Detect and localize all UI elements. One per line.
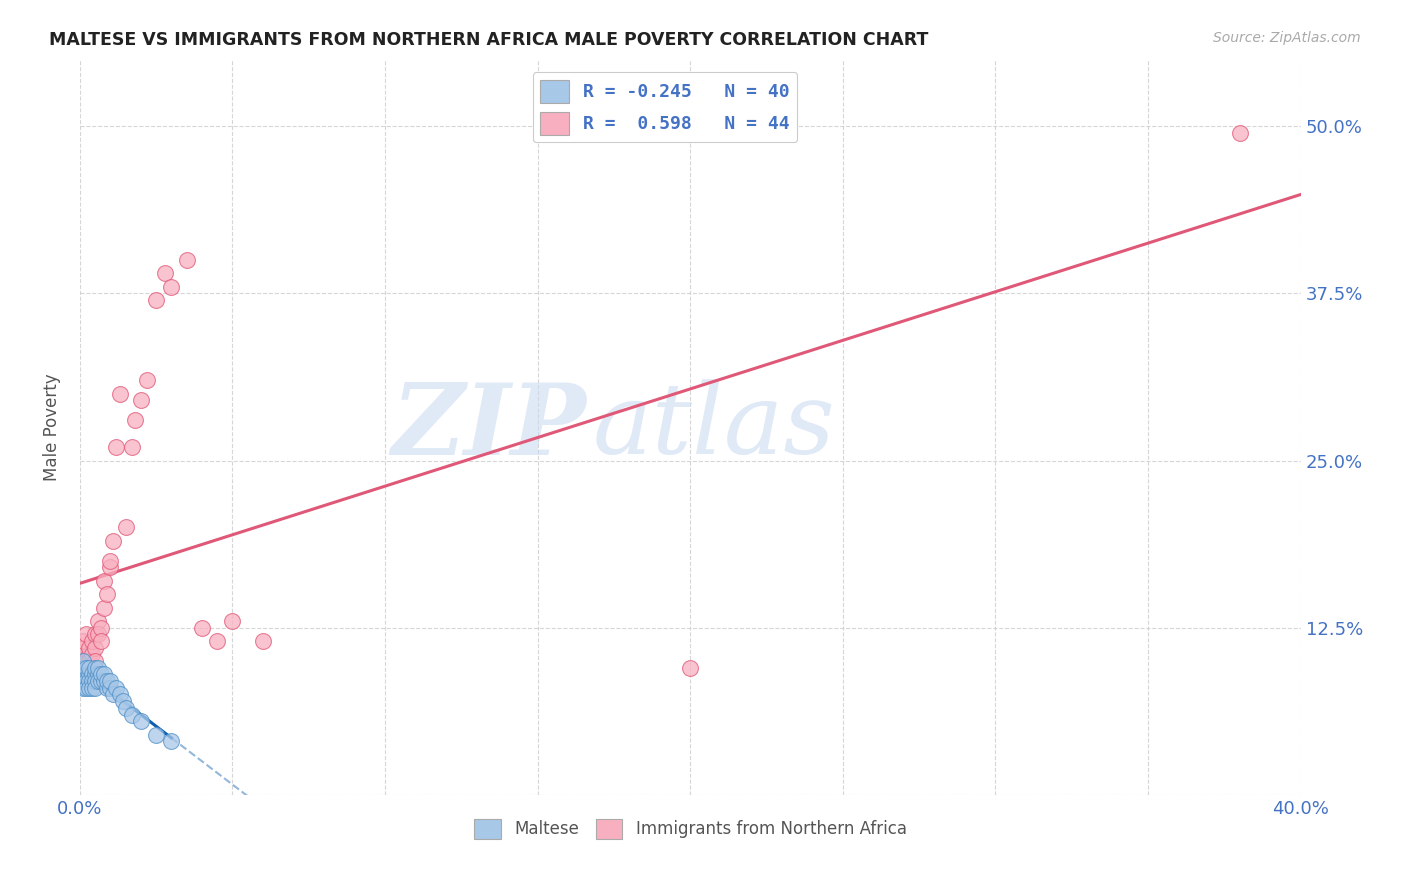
Point xyxy=(679,661,702,675)
Point xyxy=(90,674,112,689)
Point xyxy=(77,648,100,662)
Point xyxy=(96,674,118,689)
Point xyxy=(77,661,100,675)
Point xyxy=(100,674,122,689)
Point xyxy=(114,701,136,715)
Point xyxy=(105,440,128,454)
Point xyxy=(145,727,167,741)
Legend: Maltese, Immigrants from Northern Africa: Maltese, Immigrants from Northern Africa xyxy=(467,813,912,846)
Point xyxy=(136,373,159,387)
Point xyxy=(77,681,100,695)
Point xyxy=(69,667,91,681)
Point xyxy=(90,621,112,635)
Point xyxy=(84,681,107,695)
Point xyxy=(252,634,274,648)
Point xyxy=(75,674,97,689)
Point xyxy=(77,667,100,681)
Point xyxy=(87,674,110,689)
Point xyxy=(155,267,177,281)
Point xyxy=(191,621,214,635)
Point xyxy=(80,681,103,695)
Point xyxy=(72,634,94,648)
Point xyxy=(129,393,152,408)
Point xyxy=(96,587,118,601)
Point xyxy=(108,688,131,702)
Text: atlas: atlas xyxy=(592,379,835,475)
Point xyxy=(69,661,91,675)
Point xyxy=(75,667,97,681)
Point xyxy=(80,674,103,689)
Point xyxy=(93,574,115,588)
Point xyxy=(87,627,110,641)
Point xyxy=(72,654,94,668)
Point xyxy=(77,640,100,655)
Point xyxy=(84,627,107,641)
Point xyxy=(87,661,110,675)
Point xyxy=(75,661,97,675)
Point xyxy=(100,560,122,574)
Point xyxy=(1229,126,1251,140)
Point xyxy=(72,640,94,655)
Point xyxy=(80,648,103,662)
Point xyxy=(84,640,107,655)
Point xyxy=(87,614,110,628)
Point xyxy=(121,440,143,454)
Point xyxy=(103,688,125,702)
Point xyxy=(75,681,97,695)
Point xyxy=(205,634,228,648)
Text: MALTESE VS IMMIGRANTS FROM NORTHERN AFRICA MALE POVERTY CORRELATION CHART: MALTESE VS IMMIGRANTS FROM NORTHERN AFRI… xyxy=(49,31,928,49)
Point xyxy=(75,654,97,668)
Point xyxy=(72,661,94,675)
Point xyxy=(77,654,100,668)
Point xyxy=(145,293,167,308)
Point xyxy=(90,634,112,648)
Point xyxy=(96,681,118,695)
Point xyxy=(84,654,107,668)
Text: Source: ZipAtlas.com: Source: ZipAtlas.com xyxy=(1213,31,1361,45)
Point xyxy=(80,634,103,648)
Point xyxy=(100,681,122,695)
Point xyxy=(108,386,131,401)
Point xyxy=(114,520,136,534)
Point xyxy=(72,681,94,695)
Point xyxy=(160,734,183,748)
Point xyxy=(84,661,107,675)
Point xyxy=(84,674,107,689)
Point xyxy=(75,627,97,641)
Point xyxy=(80,661,103,675)
Point xyxy=(100,554,122,568)
Point xyxy=(103,533,125,548)
Point xyxy=(72,654,94,668)
Point xyxy=(72,661,94,675)
Point xyxy=(93,600,115,615)
Point xyxy=(77,674,100,689)
Point xyxy=(72,674,94,689)
Point xyxy=(80,667,103,681)
Point xyxy=(160,280,183,294)
Point xyxy=(90,667,112,681)
Point xyxy=(75,661,97,675)
Point xyxy=(121,707,143,722)
Y-axis label: Male Poverty: Male Poverty xyxy=(44,374,60,481)
Point xyxy=(84,667,107,681)
Point xyxy=(93,674,115,689)
Point xyxy=(87,667,110,681)
Point xyxy=(176,253,198,268)
Point xyxy=(93,667,115,681)
Text: ZIP: ZIP xyxy=(391,379,586,475)
Point xyxy=(111,694,134,708)
Point xyxy=(129,714,152,729)
Point xyxy=(124,413,146,427)
Point xyxy=(221,614,243,628)
Point xyxy=(105,681,128,695)
